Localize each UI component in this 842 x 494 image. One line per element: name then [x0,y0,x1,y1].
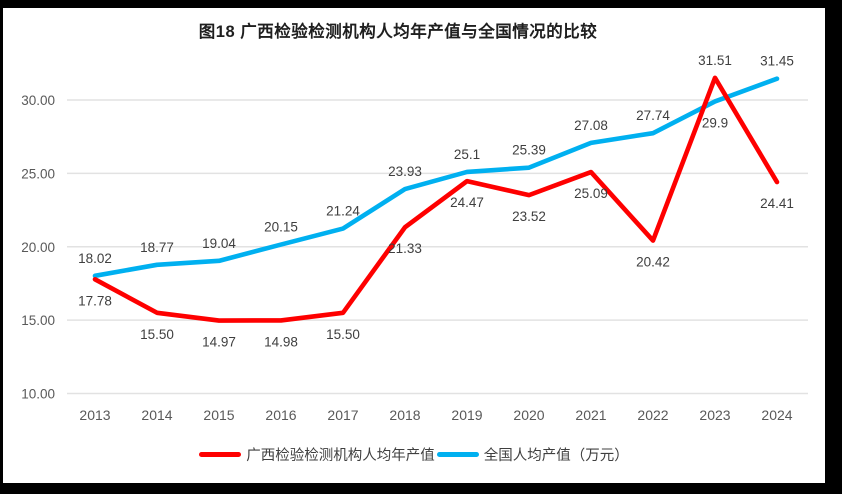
legend-line-swatch-red [199,452,242,457]
data-label-national: 23.93 [388,164,422,179]
x-tick-label: 2024 [761,407,792,423]
y-tick-label: 20.00 [21,240,55,255]
data-label-guangxi: 14.98 [264,334,298,349]
y-tick-label: 30.00 [21,93,55,108]
x-tick-label: 2022 [637,407,668,423]
x-tick-label: 2014 [141,407,172,423]
legend-line-swatch-blue [436,452,479,457]
data-label-guangxi: 25.09 [574,186,608,201]
data-label-national: 19.04 [202,236,236,251]
data-label-national: 27.74 [636,108,670,123]
y-tick-label: 25.00 [21,166,55,181]
data-label-guangxi: 21.33 [388,241,422,256]
data-label-national: 21.24 [326,204,360,219]
x-tick-label: 2017 [327,407,358,423]
chart-title: 图18 广西检验检测机构人均年产值与全国情况的比较 [198,23,598,41]
data-label-national: 18.02 [78,251,112,266]
x-tick-label: 2021 [575,407,606,423]
x-tick-label: 2019 [451,407,482,423]
data-label-guangxi: 15.50 [326,327,360,342]
x-tick-label: 2023 [699,407,730,423]
data-label-national: 20.15 [264,220,298,235]
x-tick-label: 2018 [389,407,420,423]
data-label-guangxi: 23.52 [512,209,546,224]
data-label-national: 27.08 [574,118,608,133]
data-label-guangxi: 31.51 [698,53,732,68]
x-tick-label: 2020 [513,407,544,423]
series-line-national [92,76,780,279]
data-label-national: 25.1 [454,147,480,162]
x-tick-label: 2015 [203,407,234,423]
x-tick-label: 2013 [79,407,110,423]
chart-legend: 广西检验检测机构人均年产值 全国人均产值（万元） [3,444,825,465]
data-label-national: 25.39 [512,143,546,158]
data-label-guangxi: 20.42 [636,255,670,270]
x-tick-label: 2016 [265,407,296,423]
data-label-national: 31.45 [760,54,794,69]
legend-label-guangxi: 广西检验检测机构人均年产值 [246,448,435,464]
data-label-guangxi: 15.50 [140,327,174,342]
legend-label-national: 全国人均产值（万元） [483,448,629,464]
data-label-national: 29.9 [702,115,728,130]
y-tick-label: 15.00 [21,313,55,328]
legend-item-national: 全国人均产值（万元） [436,444,629,465]
legend-item-guangxi: 广西检验检测机构人均年产值 [199,444,435,465]
chart-page: 图18 广西检验检测机构人均年产值与全国情况的比较 30.00 25.00 20.0… [3,8,825,483]
data-label-guangxi: 17.78 [78,293,112,308]
data-label-guangxi: 24.41 [760,196,794,211]
series-line-guangxi [92,75,780,323]
y-tick-label: 10.00 [21,387,55,402]
data-label-national: 18.77 [140,240,174,255]
chart-plot-area: 30.00 25.00 20.00 15.00 10.00 2013 2014 2015 201… [21,53,808,423]
data-label-guangxi: 24.47 [450,195,484,210]
data-label-guangxi: 14.97 [202,335,236,350]
